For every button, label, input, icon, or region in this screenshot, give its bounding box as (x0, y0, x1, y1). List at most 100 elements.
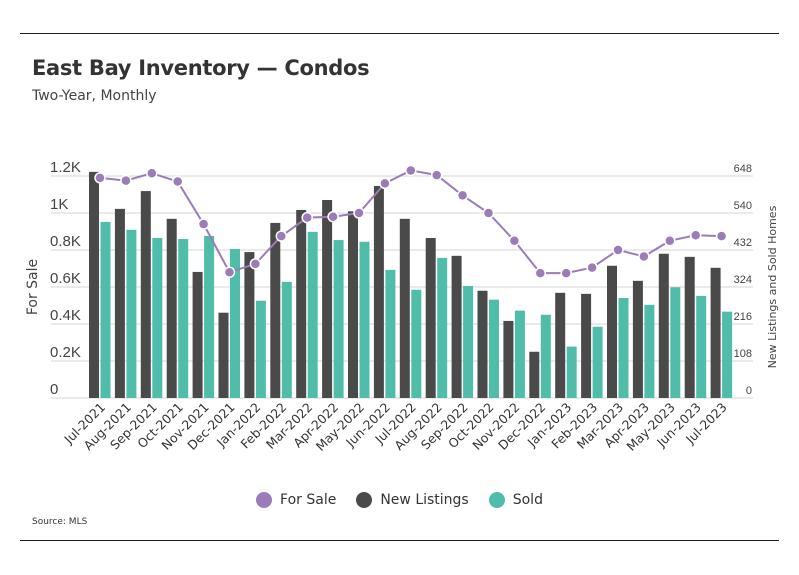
point-for-sale (197, 218, 210, 230)
chart-title: East Bay Inventory — Condos (32, 56, 370, 80)
point-for-sale (301, 211, 313, 224)
bar-sold (644, 304, 655, 398)
point-for-sale (94, 172, 106, 184)
legend-item-for-sale[interactable]: For Sale (256, 492, 336, 508)
bar-sold (566, 346, 577, 398)
point-for-sale (275, 230, 288, 242)
y-tick-left: 0.6K (50, 270, 81, 287)
bar-new-listings (477, 290, 488, 398)
bar-new-listings (451, 255, 462, 398)
bar-new-listings (399, 218, 410, 398)
bar-sold (592, 326, 603, 398)
point-for-sale (638, 250, 650, 263)
bar-sold (437, 257, 448, 398)
bar-sold (385, 269, 396, 398)
point-for-sale (327, 210, 339, 223)
point-for-sale (586, 261, 598, 274)
bar-sold (152, 238, 163, 398)
point-for-sale (171, 175, 184, 188)
bottom-rule (20, 540, 779, 541)
legend-swatch-for-sale (256, 492, 273, 508)
bar-sold (514, 310, 525, 398)
point-for-sale (146, 167, 158, 179)
bar-sold (178, 239, 189, 398)
bar-sold (307, 231, 318, 398)
bar-sold (333, 240, 344, 398)
bar-sold (411, 289, 422, 398)
bar-new-listings (114, 208, 125, 398)
legend-swatch-new-listings (356, 492, 373, 508)
bar-new-listings (322, 199, 333, 398)
y-tick-left: 1K (50, 196, 68, 213)
bar-new-listings (710, 267, 721, 398)
bar-new-listings (503, 320, 514, 398)
bar-new-listings (607, 265, 617, 398)
point-for-sale (689, 229, 702, 241)
bar-sold (670, 287, 681, 398)
point-for-sale (560, 267, 572, 279)
bar-sold (722, 311, 733, 398)
bar-sold (230, 248, 240, 398)
y-tick-right: 108 (734, 348, 752, 360)
bar-new-listings (348, 211, 358, 398)
point-for-sale (456, 189, 469, 202)
bar-sold (463, 285, 474, 398)
legend-label: Sold (512, 492, 543, 508)
y-tick-left: 0.4K (50, 307, 81, 324)
y-tick-left: 1.2K (50, 159, 81, 176)
y-tick-left: 0.8K (50, 233, 81, 250)
bar-sold (281, 281, 292, 398)
legend-item-new-listings[interactable]: New Listings (356, 492, 469, 508)
y-tick-right: 648 (734, 163, 752, 175)
bar-sold (100, 221, 111, 398)
y-axis-label-right: New Listings and Sold Homes (766, 205, 779, 368)
y-axis-label-left: For Sale (25, 259, 41, 315)
legend-swatch-sold (488, 492, 505, 508)
bar-new-listings (270, 222, 281, 398)
legend-item-sold[interactable]: Sold (488, 492, 543, 508)
bar-new-listings (632, 280, 643, 398)
bar-new-listings (373, 185, 384, 398)
bar-new-listings (192, 271, 203, 398)
point-for-sale (430, 169, 443, 181)
bar-new-listings (529, 351, 540, 398)
bar-sold (359, 241, 370, 398)
y-tick-right: 540 (734, 200, 752, 212)
bar-sold (255, 300, 266, 398)
bar-new-listings (166, 218, 177, 398)
legend-label: For Sale (280, 492, 337, 508)
point-for-sale (223, 266, 236, 278)
bar-sold (696, 295, 707, 398)
bar-new-listings (555, 292, 566, 398)
legend-label: New Listings (380, 492, 469, 508)
y-tick-right: 432 (734, 237, 752, 249)
y-tick-right: 216 (734, 311, 752, 323)
point-for-sale (379, 177, 391, 190)
point-for-sale (353, 207, 365, 219)
y-tick-right: 324 (734, 274, 752, 286)
point-for-sale (482, 207, 495, 219)
top-rule (20, 33, 779, 34)
bar-new-listings (658, 253, 669, 398)
legend: For Sale New Listings Sold (0, 492, 799, 508)
bar-sold (489, 299, 499, 398)
bar-new-listings (296, 209, 307, 398)
point-for-sale (612, 244, 624, 256)
line-for-sale (99, 169, 722, 275)
point-for-sale (249, 258, 262, 270)
bar-sold (540, 314, 551, 398)
bar-new-listings (581, 293, 592, 398)
point-for-sale (534, 267, 547, 279)
point-for-sale (405, 164, 417, 177)
bar-new-listings (684, 256, 695, 398)
bar-new-listings (140, 191, 151, 398)
point-for-sale (664, 235, 676, 247)
bar-sold (204, 235, 215, 398)
point-for-sale (120, 174, 132, 187)
bar-new-listings (425, 238, 436, 398)
y-tick-left: 0 (50, 381, 58, 398)
bar-sold (618, 297, 629, 398)
bar-sold (126, 229, 137, 398)
y-tick-left: 0.2K (50, 344, 81, 361)
